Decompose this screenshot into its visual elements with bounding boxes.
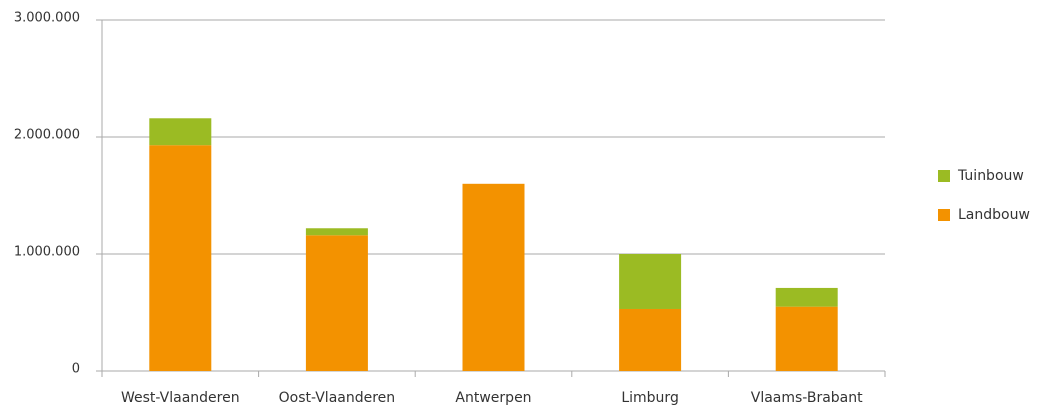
bar-segment <box>619 308 682 371</box>
x-tick-label: Vlaams-Brabant <box>751 390 863 405</box>
y-tick-label: 3.000.000 <box>14 11 80 26</box>
legend-label: Landbouw <box>958 207 1030 223</box>
bar-segment <box>149 145 212 371</box>
bar-segment <box>462 183 525 371</box>
y-tick-label: 2.000.000 <box>14 128 80 143</box>
x-tick-label: Oost-Vlaanderen <box>279 390 396 405</box>
x-tick-label: Antwerpen <box>455 390 531 405</box>
legend-label: Tuinbouw <box>957 168 1024 184</box>
legend-swatch <box>938 209 950 221</box>
y-tick-label: 1.000.000 <box>14 245 80 260</box>
y-tick-label: 0 <box>72 362 80 377</box>
bar-segment <box>305 228 368 236</box>
x-tick-label: Limburg <box>621 390 678 405</box>
x-tick-label: West-Vlaanderen <box>121 390 240 405</box>
bar-segment <box>775 306 838 371</box>
bar-segment <box>775 287 838 307</box>
bar-segment <box>149 118 212 146</box>
bar-segment <box>619 254 682 309</box>
legend-swatch <box>938 170 950 182</box>
bar-segment <box>305 235 368 371</box>
